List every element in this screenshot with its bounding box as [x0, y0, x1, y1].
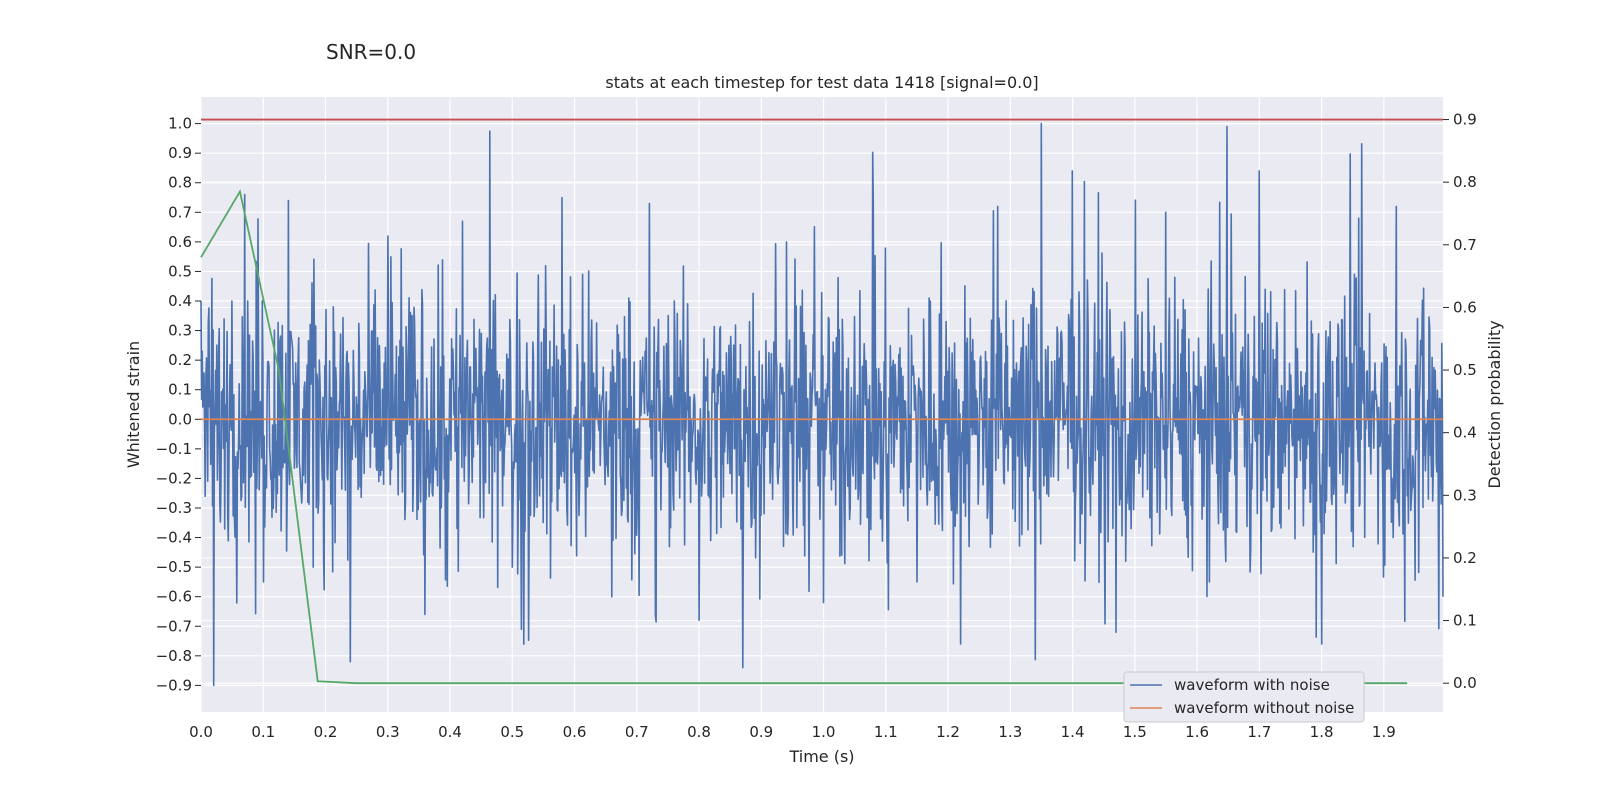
- axis-ticks: 0.0 0.1 0.2 0.3 0.4 0.5 0.6 0.7 0.8 0.9 1.0 1.1 1.2 1…: [156, 111, 1477, 741]
- y-tick-label: 0.4: [168, 292, 192, 310]
- x-tick-label: 0.2: [314, 723, 338, 741]
- x-tick-label: 0.4: [438, 723, 462, 741]
- y-tick-label: −0.3: [156, 499, 192, 517]
- chart-title: stats at each timestep for test data 141…: [605, 73, 1038, 92]
- y-tick-label: 0.3: [168, 322, 192, 340]
- x-tick-label: 1.3: [998, 723, 1022, 741]
- y2-tick-label: 0.3: [1453, 486, 1477, 504]
- y-tick-label: 0.0: [168, 410, 192, 428]
- y-tick-label: 0.8: [168, 174, 192, 192]
- legend: waveform with noise waveform without noi…: [1123, 671, 1365, 723]
- x-tick-label: 1.1: [874, 723, 898, 741]
- x-tick-label: 0.8: [687, 723, 711, 741]
- y-tick-label: 0.2: [168, 351, 192, 369]
- series-line-detection-probability: [200, 189, 1408, 685]
- y2-tick-label: 0.0: [1453, 674, 1477, 692]
- y2-tick-label: 0.1: [1453, 612, 1477, 630]
- y2-tick-label: 0.5: [1453, 361, 1477, 379]
- y-tick-label: 0.1: [168, 381, 192, 399]
- x-tick-label: 0.5: [500, 723, 524, 741]
- x-tick-label: 1.2: [936, 723, 960, 741]
- y-tick-label: −0.2: [156, 469, 192, 487]
- legend-label-waveform-with-noise: waveform with noise: [1174, 676, 1330, 694]
- y-tick-label: −0.4: [156, 529, 192, 547]
- x-tick-label: 1.5: [1123, 723, 1147, 741]
- y-tick-label: 0.7: [168, 203, 192, 221]
- y-tick-label: −0.9: [156, 676, 192, 694]
- x-tick-label: 0.6: [563, 723, 587, 741]
- x-tick-label: 1.7: [1247, 723, 1271, 741]
- x-tick-label: 0.9: [749, 723, 773, 741]
- y-tick-label: −0.5: [156, 558, 192, 576]
- y-tick-label: −0.8: [156, 647, 192, 665]
- y2-tick-label: 0.6: [1453, 298, 1477, 316]
- x-tick-label: 1.9: [1372, 723, 1396, 741]
- x-tick-label: 0.3: [376, 723, 400, 741]
- figure-suptitle: SNR=0.0: [326, 40, 417, 64]
- x-tick-label: 0.1: [251, 723, 275, 741]
- y-tick-label: −0.1: [156, 440, 192, 458]
- y-tick-label: −0.6: [156, 588, 192, 606]
- x-tick-label: 1.4: [1061, 723, 1085, 741]
- y-tick-label: −0.7: [156, 617, 192, 635]
- y-tick-label: 1.0: [168, 115, 192, 133]
- legend-label-waveform-without-noise: waveform without noise: [1174, 699, 1354, 717]
- series-waveform-with-noise: [200, 122, 1444, 687]
- y-tick-label: 0.9: [168, 144, 192, 162]
- x-tick-label: 0.0: [189, 723, 213, 741]
- y-tick-label: 0.6: [168, 233, 192, 251]
- y-tick-label: 0.5: [168, 262, 192, 280]
- y-axis-label: Whitened strain: [124, 341, 143, 468]
- series-lines: [200, 118, 1443, 685]
- y2-axis-label: Detection probability: [1485, 320, 1504, 488]
- x-tick-label: 0.7: [625, 723, 649, 741]
- x-tick-label: 1.0: [812, 723, 836, 741]
- x-tick-label: 1.8: [1310, 723, 1334, 741]
- y2-tick-label: 0.8: [1453, 173, 1477, 191]
- y2-tick-label: 0.4: [1453, 424, 1477, 442]
- legend-box: [1123, 671, 1365, 723]
- series-line-waveform-with-noise: [200, 122, 1444, 687]
- y2-tick-label: 0.7: [1453, 236, 1477, 254]
- y2-tick-label: 0.9: [1453, 111, 1477, 129]
- x-axis-label: Time (s): [788, 747, 854, 766]
- x-tick-label: 1.6: [1185, 723, 1209, 741]
- y2-tick-label: 0.2: [1453, 549, 1477, 567]
